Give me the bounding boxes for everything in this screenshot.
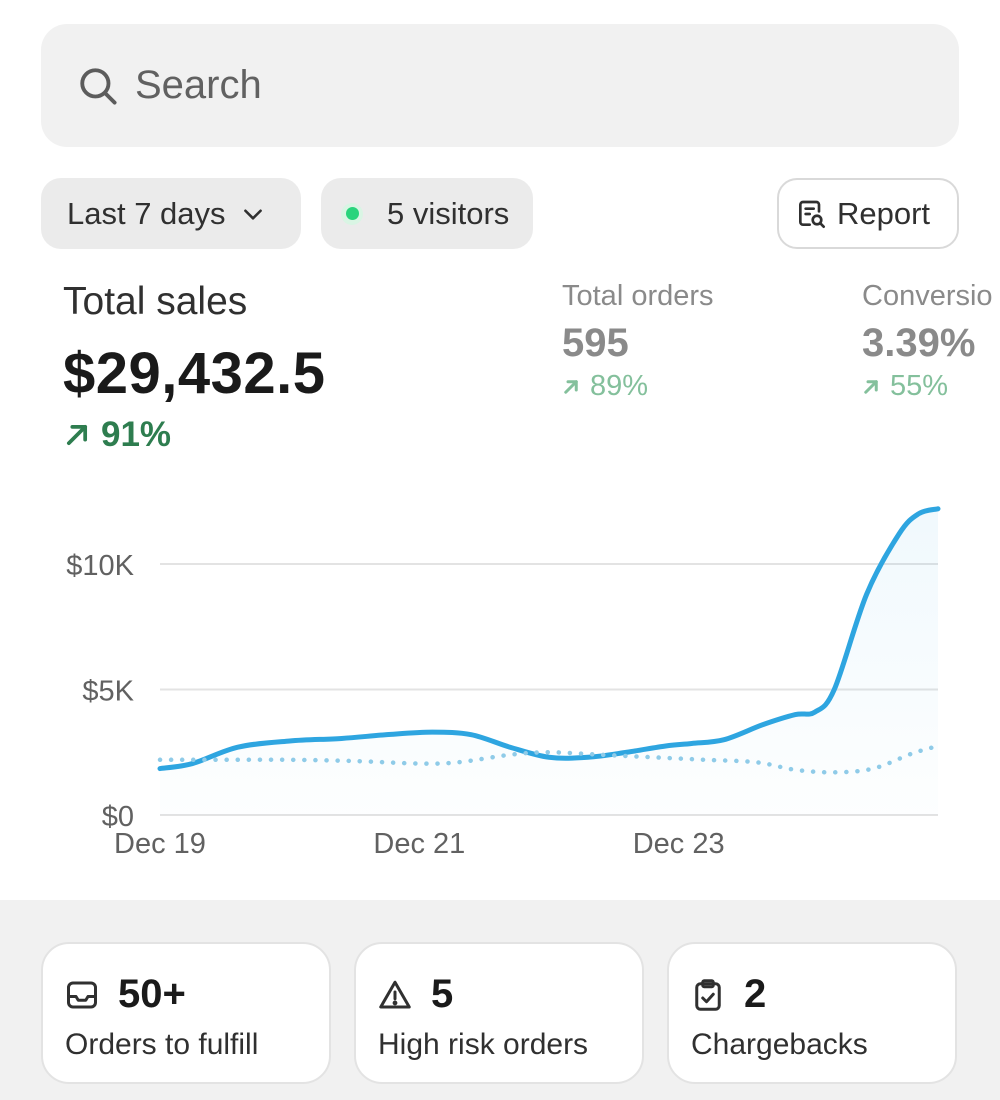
visitors-label: 5 visitors xyxy=(387,195,510,231)
inbox-icon xyxy=(67,981,97,1008)
comparison-series-line xyxy=(157,743,941,775)
total-sales-value: $29,432.5 xyxy=(63,341,326,406)
arrow-up-right-icon xyxy=(864,379,878,394)
warning-icon xyxy=(379,980,411,1008)
x-tick-label: Dec 23 xyxy=(633,828,725,860)
x-tick-label: Dec 19 xyxy=(114,828,206,860)
date-range-label: Last 7 days xyxy=(67,195,226,231)
summary-section: 50+ Orders to fulfill 5 High risk orders xyxy=(0,900,1000,1100)
clipboard-check-icon xyxy=(695,978,721,1011)
total-orders-label: Total orders xyxy=(562,280,714,312)
total-sales-metric[interactable]: Total sales $29,432.5 91% xyxy=(63,280,326,455)
total-sales-change-value: 91% xyxy=(101,415,172,454)
sales-area-fill xyxy=(160,508,938,815)
high-risk-orders-card[interactable]: 5 High risk orders xyxy=(354,942,644,1084)
conversion-change-value: 55% xyxy=(890,370,949,402)
conversion-change: 55% xyxy=(862,370,993,403)
chargebacks-label: Chargebacks xyxy=(691,1028,868,1061)
conversion-value: 3.39% xyxy=(862,321,976,365)
live-visitors-button[interactable]: 5 visitors xyxy=(321,178,533,249)
total-orders-value: 595 xyxy=(562,321,629,365)
conversion-metric[interactable]: Conversio 3.39% 55% xyxy=(862,280,993,403)
chargebacks-card[interactable]: 2 Chargebacks xyxy=(667,942,957,1084)
high-risk-orders-count: 5 xyxy=(431,972,454,1016)
report-button[interactable]: Report xyxy=(777,178,959,249)
live-status-dot xyxy=(341,202,363,225)
y-tick-label: $5K xyxy=(82,676,134,708)
chargebacks-count: 2 xyxy=(744,972,767,1016)
date-range-selector[interactable]: Last 7 days xyxy=(41,178,301,249)
chevron-down-icon xyxy=(243,208,262,220)
total-orders-change-value: 89% xyxy=(590,370,649,402)
arrow-up-right-icon xyxy=(66,424,88,446)
orders-to-fulfill-label: Orders to fulfill xyxy=(65,1028,259,1061)
search-icon xyxy=(80,67,117,105)
orders-to-fulfill-card[interactable]: 50+ Orders to fulfill xyxy=(41,942,331,1084)
search-input[interactable] xyxy=(135,63,895,108)
y-tick-label: $10K xyxy=(66,550,134,582)
high-risk-orders-label: High risk orders xyxy=(378,1028,589,1061)
report-label: Report xyxy=(837,195,931,231)
x-tick-label: Dec 21 xyxy=(373,828,465,860)
orders-to-fulfill-count: 50+ xyxy=(118,972,186,1016)
conversion-label: Conversio xyxy=(862,280,993,312)
search-bar[interactable] xyxy=(41,24,959,147)
total-sales-label: Total sales xyxy=(63,280,248,323)
sales-line-chart[interactable]: $0 $5K $10K Dec 19 Dec 21 Dec 23 xyxy=(0,490,1000,880)
total-orders-metric[interactable]: Total orders 595 89% xyxy=(562,280,714,403)
report-icon xyxy=(799,200,825,228)
total-sales-change: 91% xyxy=(63,415,326,455)
total-orders-change: 89% xyxy=(562,370,714,403)
arrow-up-right-icon xyxy=(564,379,578,394)
sales-series-line xyxy=(157,506,941,772)
y-tick-label: $0 xyxy=(102,801,134,833)
